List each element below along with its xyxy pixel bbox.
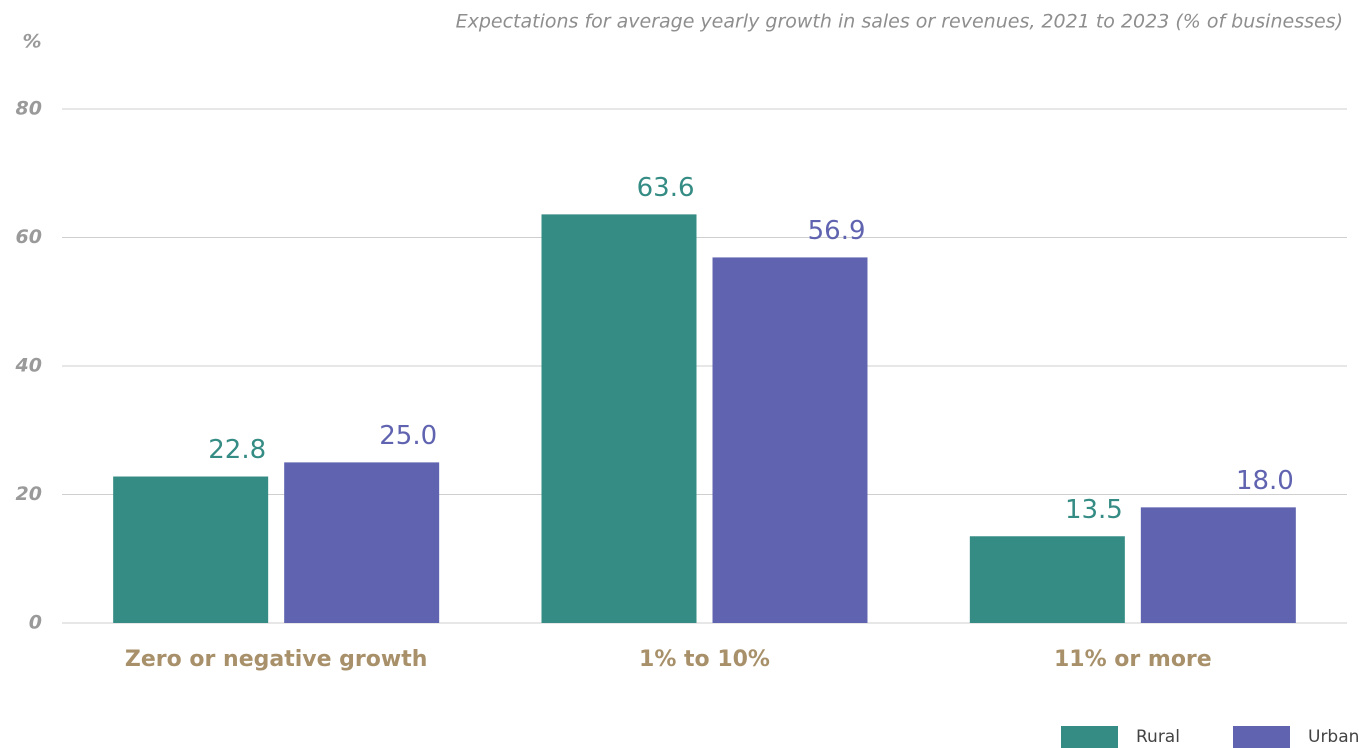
bar	[969, 536, 1125, 623]
legend-swatch	[1061, 726, 1118, 748]
legend-label: Rural	[1136, 727, 1180, 747]
bar	[1140, 507, 1296, 623]
value-label: 22.8	[208, 435, 266, 465]
y-tick-label: 0	[29, 612, 42, 634]
y-tick-label: 80	[16, 98, 42, 120]
x-tick-label: Zero or negative growth	[125, 647, 428, 672]
x-tick-label: 11% or more	[1054, 647, 1212, 672]
value-label: 25.0	[379, 421, 437, 451]
value-label: 63.6	[637, 173, 695, 203]
x-tick-label: 1% to 10%	[639, 647, 770, 672]
y-tick-label: 40	[15, 355, 42, 377]
y-tick-label: 60	[16, 226, 42, 248]
legend-label: Urban	[1308, 727, 1359, 747]
y-axis-label: %	[22, 31, 41, 53]
bar	[712, 257, 868, 623]
bar	[113, 476, 269, 623]
value-label: 56.9	[808, 216, 866, 246]
bar	[541, 214, 697, 623]
value-label: 13.5	[1065, 495, 1123, 525]
y-tick-label: 20	[16, 483, 42, 505]
value-label: 18.0	[1236, 466, 1294, 496]
legend-swatch	[1233, 726, 1290, 748]
bar	[284, 462, 440, 623]
chart-title: Expectations for average yearly growth i…	[456, 11, 1343, 33]
